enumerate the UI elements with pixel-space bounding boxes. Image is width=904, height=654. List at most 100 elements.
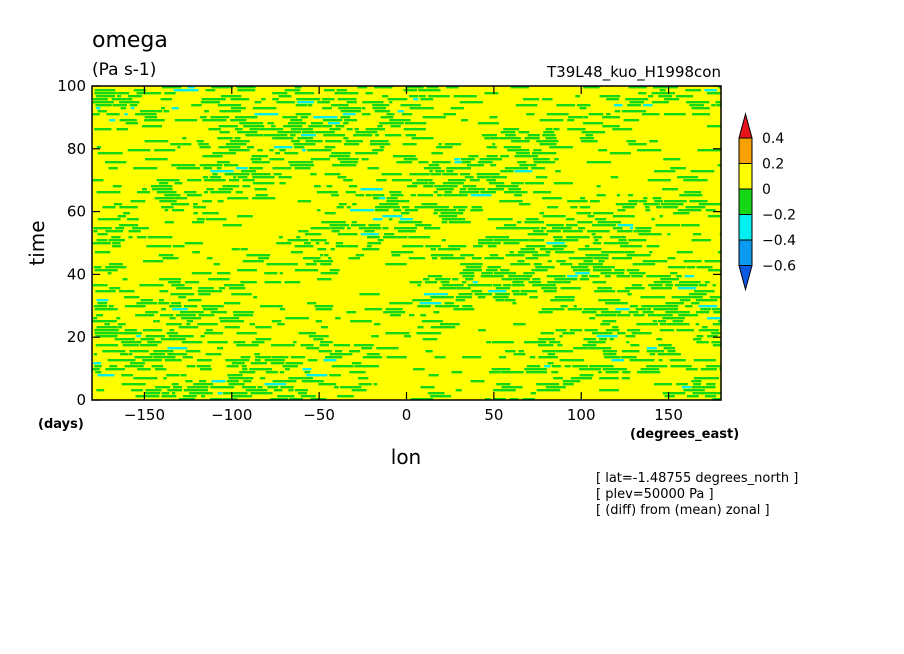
field-cell (130, 362, 146, 365)
field-cell (661, 203, 684, 206)
field-cell (236, 167, 248, 170)
field-cell (401, 212, 410, 215)
field-cell (662, 188, 678, 191)
field-cell (631, 275, 643, 278)
field-cell (209, 176, 222, 179)
field-cell (108, 263, 123, 266)
field-cell (651, 101, 669, 104)
field-cell (602, 320, 617, 323)
field-cell (539, 119, 564, 122)
field-cell (346, 101, 357, 104)
field-cell (124, 365, 144, 368)
field-cell (303, 257, 321, 260)
field-cell (236, 332, 257, 335)
field-cell (514, 194, 522, 197)
field-cell (119, 224, 139, 227)
field-cell (479, 158, 502, 161)
field-cell (315, 308, 333, 311)
field-cell (310, 227, 331, 230)
field-cell (585, 134, 593, 137)
field-cell (486, 179, 496, 182)
field-cell (481, 134, 497, 137)
field-cell (423, 293, 448, 296)
field-cell (646, 308, 651, 311)
field-cell (329, 269, 340, 272)
field-cell (583, 308, 609, 311)
field-cell (578, 227, 586, 230)
field-cell (337, 395, 354, 398)
field-cell (121, 383, 146, 386)
field-cell (241, 170, 257, 173)
y-axis-units: (days) (38, 417, 84, 432)
field-cell (171, 164, 196, 167)
field-cell (183, 389, 208, 392)
field-cell (460, 254, 474, 257)
field-cell (675, 95, 694, 98)
field-cell (196, 359, 212, 362)
field-cell (512, 302, 517, 305)
field-cell (342, 113, 356, 116)
field-cell (489, 254, 499, 257)
field-cell (554, 296, 575, 299)
field-cell (337, 158, 359, 161)
field-cell (512, 284, 525, 287)
field-cell (448, 245, 467, 248)
field-cell (676, 275, 682, 278)
field-cell (660, 278, 679, 281)
field-cell (304, 233, 322, 236)
field-cell (540, 248, 564, 251)
field-cell (122, 344, 139, 347)
field-cell (372, 107, 386, 110)
field-cell (102, 206, 116, 209)
field-cell (594, 290, 616, 293)
field-cell (522, 398, 535, 400)
field-cell (599, 95, 621, 98)
field-cell (345, 191, 356, 194)
field-cell (496, 383, 511, 386)
field-cell (698, 284, 708, 287)
field-cell (411, 137, 434, 140)
field-cell (555, 329, 567, 332)
field-cell (484, 257, 504, 260)
field-cell (182, 137, 187, 140)
field-cell (92, 101, 114, 104)
field-cell (689, 293, 707, 296)
field-cell (270, 398, 288, 400)
field-cell (705, 365, 721, 368)
field-cell (140, 110, 157, 113)
field-cell (542, 134, 556, 137)
field-cell (305, 263, 317, 266)
field-cell (643, 203, 660, 206)
field-cell (95, 290, 116, 293)
field-cell (336, 89, 347, 92)
field-cell (200, 335, 205, 338)
field-cell (512, 281, 524, 284)
field-cell (223, 302, 241, 305)
field-cell (282, 263, 298, 266)
field-cell (320, 272, 339, 275)
field-cell (334, 386, 339, 389)
field-cell (576, 104, 591, 107)
field-cell (337, 98, 357, 101)
field-cell (273, 389, 283, 392)
field-cell (524, 221, 545, 224)
field-cell (546, 113, 569, 116)
field-cell (370, 140, 389, 143)
field-cell (176, 287, 193, 290)
field-cell (582, 122, 604, 125)
field-cell (718, 86, 721, 89)
field-cell (170, 293, 195, 296)
field-cell (259, 128, 284, 131)
field-cell (96, 389, 105, 392)
field-cell (199, 146, 211, 149)
field-cell (358, 227, 382, 230)
field-cell (340, 110, 361, 113)
field-cell (678, 314, 698, 317)
field-cell (202, 155, 223, 158)
field-cell (357, 86, 368, 89)
field-cell (119, 119, 137, 122)
field-cell (674, 284, 698, 287)
field-cell (172, 308, 188, 311)
field-cell (441, 239, 446, 242)
field-cell (441, 221, 448, 224)
